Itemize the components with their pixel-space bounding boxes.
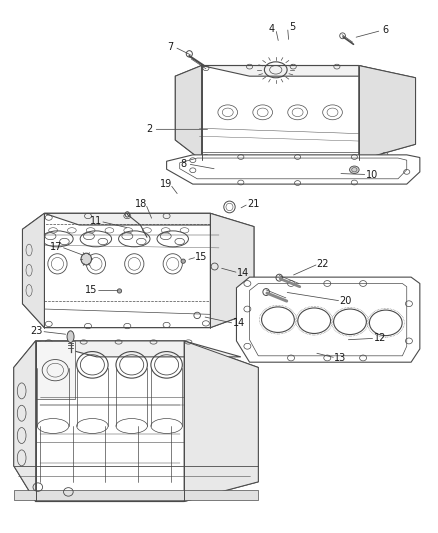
Ellipse shape: [181, 259, 185, 263]
Text: 4: 4: [268, 24, 275, 34]
Text: 14: 14: [237, 268, 249, 278]
Polygon shape: [359, 66, 416, 160]
Text: 20: 20: [339, 296, 352, 306]
Polygon shape: [44, 213, 241, 225]
Text: 10: 10: [366, 169, 378, 180]
Text: 19: 19: [159, 179, 172, 189]
Ellipse shape: [350, 166, 359, 173]
Polygon shape: [210, 213, 254, 328]
Text: 17: 17: [50, 242, 63, 252]
Text: 2: 2: [146, 124, 152, 134]
Text: 5: 5: [289, 22, 295, 33]
Polygon shape: [14, 341, 35, 502]
Ellipse shape: [67, 331, 74, 343]
Text: 23: 23: [31, 326, 43, 336]
Text: 14: 14: [233, 318, 245, 328]
Text: 6: 6: [383, 26, 389, 36]
Text: 15: 15: [195, 252, 208, 262]
Polygon shape: [14, 490, 258, 500]
Text: 7: 7: [167, 42, 173, 52]
Text: 8: 8: [180, 159, 186, 169]
Text: 21: 21: [247, 199, 259, 209]
Polygon shape: [175, 66, 201, 160]
Polygon shape: [166, 155, 420, 184]
Polygon shape: [184, 341, 258, 502]
Text: 11: 11: [90, 216, 102, 227]
Text: 18: 18: [135, 199, 148, 209]
Polygon shape: [35, 341, 241, 357]
Text: 15: 15: [85, 286, 98, 295]
Polygon shape: [237, 277, 420, 362]
Ellipse shape: [117, 289, 122, 293]
Ellipse shape: [81, 253, 92, 265]
Text: 22: 22: [317, 259, 329, 269]
Text: 12: 12: [374, 333, 386, 343]
Polygon shape: [14, 341, 258, 502]
Polygon shape: [175, 66, 416, 160]
Polygon shape: [22, 213, 254, 328]
Text: 13: 13: [334, 353, 346, 363]
Polygon shape: [22, 213, 44, 328]
Polygon shape: [201, 66, 403, 76]
Polygon shape: [35, 341, 75, 399]
